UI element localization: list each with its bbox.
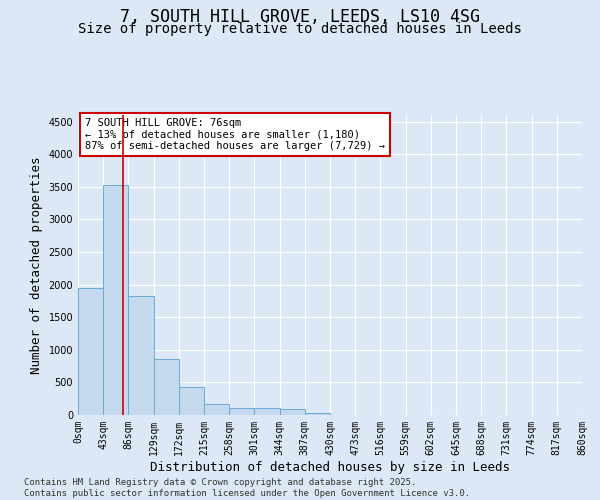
Y-axis label: Number of detached properties: Number of detached properties: [30, 156, 43, 374]
Bar: [280, 410, 305, 415]
Bar: [103, 186, 128, 415]
Bar: [128, 296, 154, 415]
Bar: [229, 408, 254, 415]
Text: 7 SOUTH HILL GROVE: 76sqm
← 13% of detached houses are smaller (1,180)
87% of se: 7 SOUTH HILL GROVE: 76sqm ← 13% of detac…: [85, 118, 385, 151]
Text: Contains HM Land Registry data © Crown copyright and database right 2025.
Contai: Contains HM Land Registry data © Crown c…: [24, 478, 470, 498]
Bar: [179, 387, 204, 415]
Bar: [78, 288, 103, 415]
Text: Size of property relative to detached houses in Leeds: Size of property relative to detached ho…: [78, 22, 522, 36]
Bar: [305, 413, 330, 415]
Bar: [254, 408, 280, 415]
X-axis label: Distribution of detached houses by size in Leeds: Distribution of detached houses by size …: [150, 460, 510, 473]
Bar: [204, 404, 229, 415]
Bar: [154, 359, 179, 415]
Text: 7, SOUTH HILL GROVE, LEEDS, LS10 4SG: 7, SOUTH HILL GROVE, LEEDS, LS10 4SG: [120, 8, 480, 26]
